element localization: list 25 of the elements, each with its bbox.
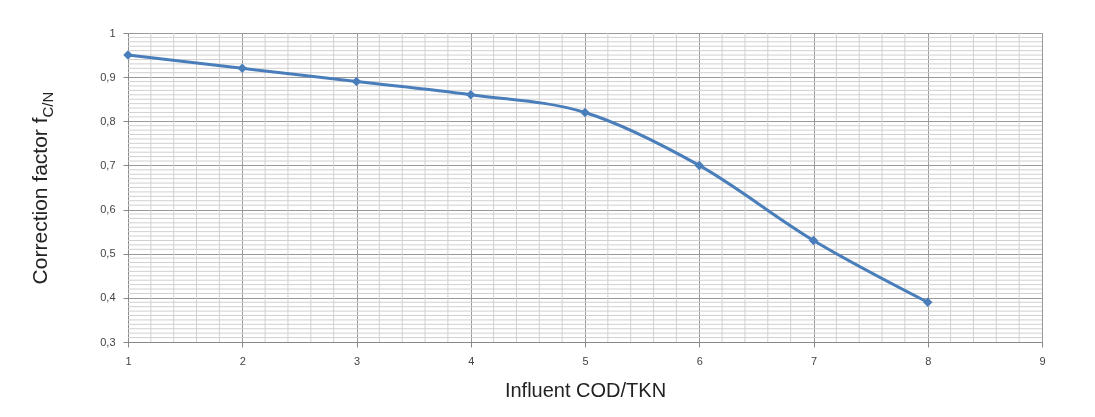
point [808, 235, 819, 246]
point [466, 90, 476, 100]
x-tick-label: 3 [353, 354, 361, 367]
point [351, 76, 362, 87]
y-tick-label: 0,9 [100, 70, 116, 83]
x-axis-title: Influent COD/TKN [504, 378, 667, 401]
y-tick-label: 0,3 [100, 335, 116, 348]
point [923, 297, 933, 308]
x-tick-label: 1 [125, 354, 132, 367]
y-tick-label: 0,4 [100, 291, 116, 304]
y-tick-label: 0,7 [100, 158, 116, 171]
x-tick-label: 4 [468, 354, 475, 367]
y-tick-label: 1 [109, 26, 116, 39]
y-tick-label: 0,8 [100, 114, 116, 127]
x-tick-label: 2 [239, 354, 246, 367]
y-tick-label: 0,5 [100, 247, 116, 260]
x-tick-label: 8 [925, 354, 932, 367]
point [694, 160, 704, 171]
point [237, 63, 247, 74]
x-tick-label: 6 [696, 354, 703, 367]
x-tick-label: 9 [1039, 354, 1046, 367]
y-tick-label: 0,6 [100, 203, 116, 216]
x-tick-label: 7 [810, 354, 818, 367]
x-tick-label: 5 [582, 354, 589, 367]
point [580, 107, 590, 118]
